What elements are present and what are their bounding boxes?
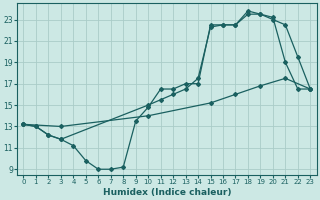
X-axis label: Humidex (Indice chaleur): Humidex (Indice chaleur) (103, 188, 231, 197)
